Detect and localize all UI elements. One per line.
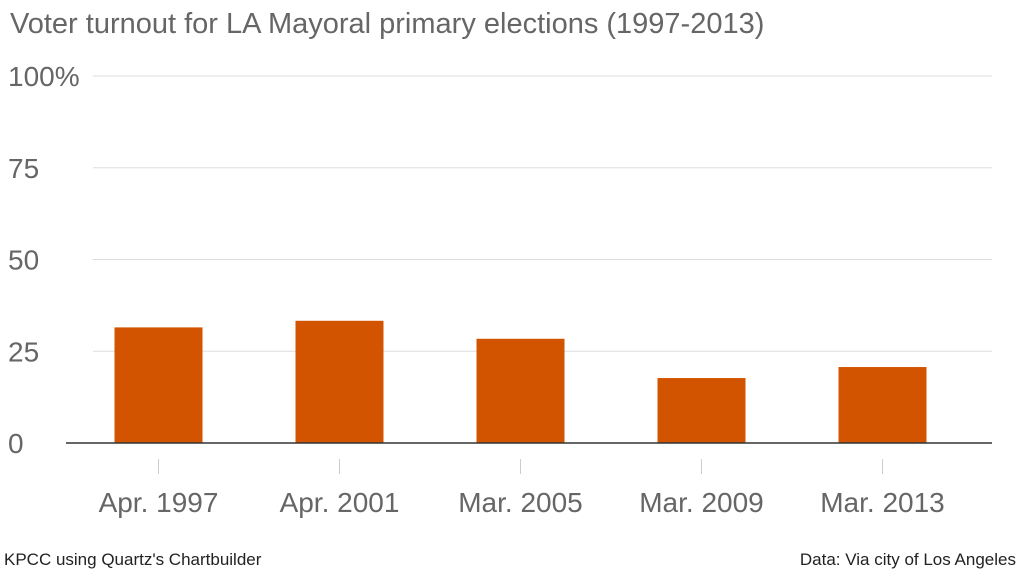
bar [476, 338, 565, 443]
bars [114, 320, 927, 443]
x-tick-label: Mar. 2009 [639, 487, 764, 518]
chart-title: Voter turnout for LA Mayoral primary ele… [10, 8, 765, 40]
y-axis-ticks: 0 25 50 75 100% [8, 61, 80, 459]
source-credit: KPCC using Quartz's Chartbuilder [4, 550, 262, 569]
y-tick-label: 100% [8, 61, 80, 92]
gridlines [93, 75, 992, 352]
x-tick-label: Mar. 2013 [820, 487, 945, 518]
x-tick-label: Apr. 2001 [280, 487, 400, 518]
bar [657, 378, 746, 443]
y-tick-label: 0 [8, 428, 24, 459]
y-tick-label: 25 [8, 336, 39, 367]
y-tick-label: 75 [8, 153, 39, 184]
x-tick-label: Apr. 1997 [99, 487, 219, 518]
x-axis: Apr. 1997 Apr. 2001 Mar. 2005 Mar. 2009 Mar.… [66, 442, 992, 518]
y-tick-label: 50 [8, 245, 39, 276]
x-tick-label: Mar. 2005 [458, 487, 583, 518]
bar [295, 320, 384, 443]
bar [114, 327, 203, 443]
data-credit: Data: Via city of Los Angeles [799, 550, 1016, 569]
bar [838, 367, 927, 443]
